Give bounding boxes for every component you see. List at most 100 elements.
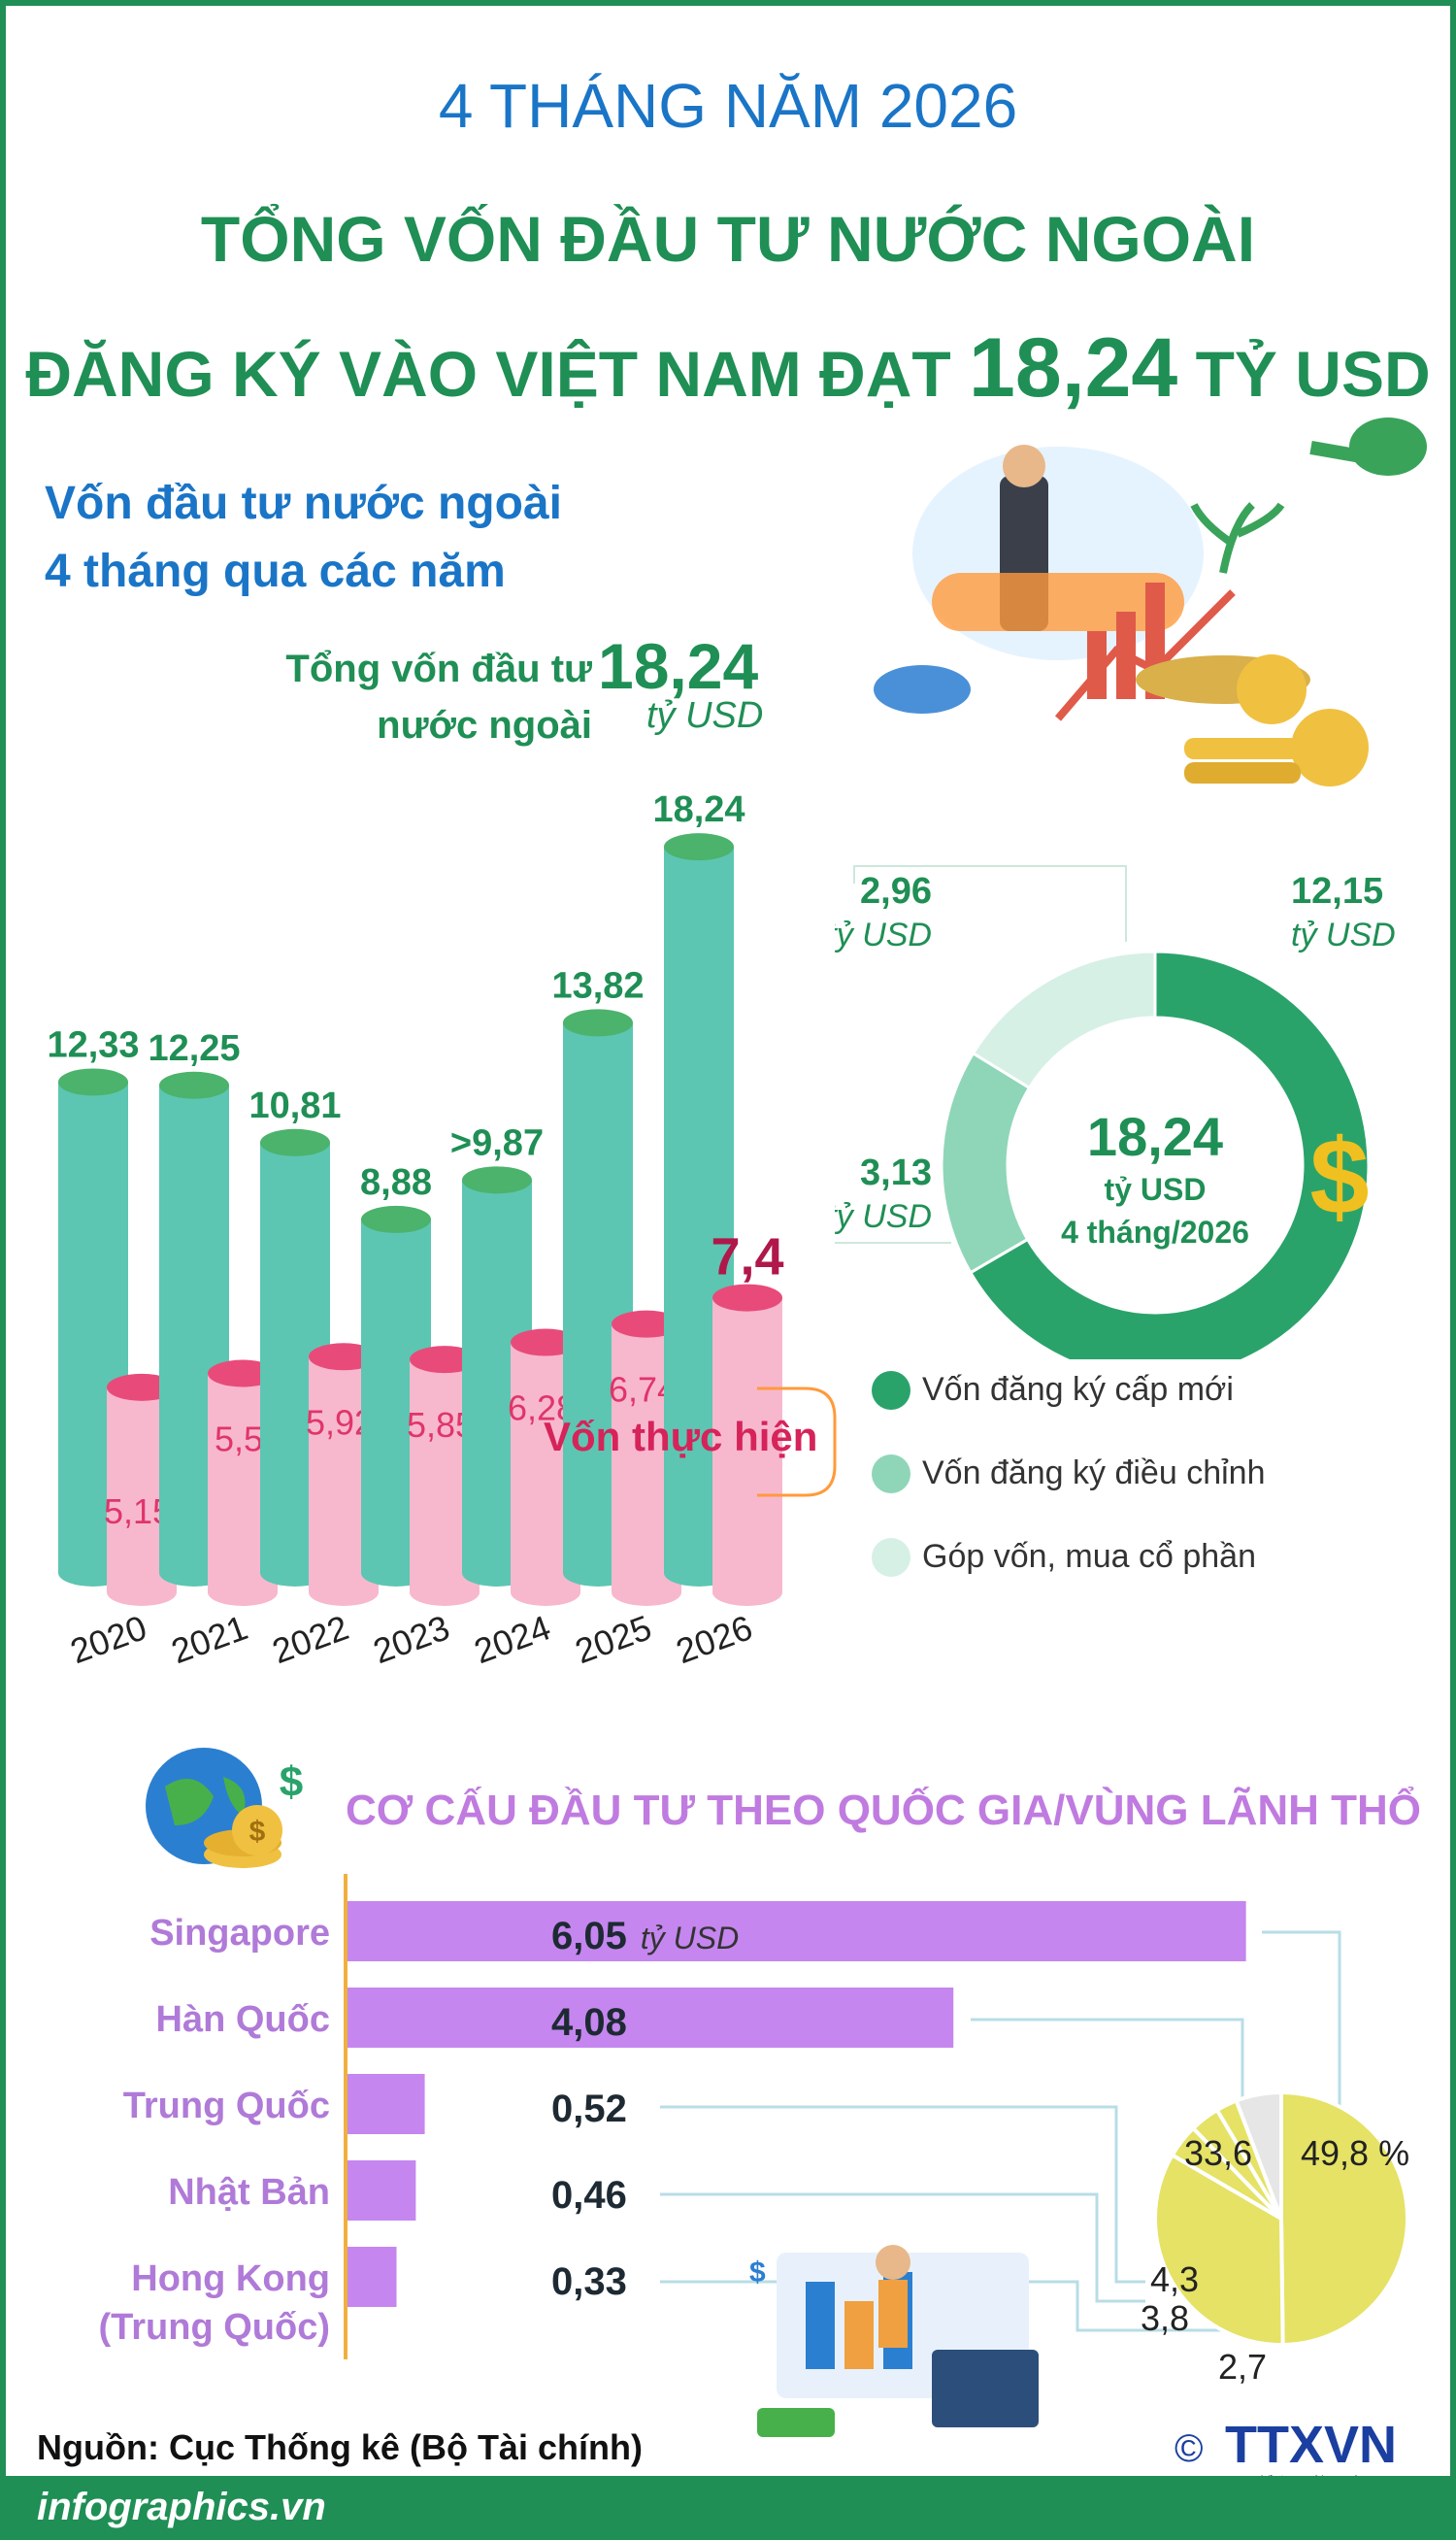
realized-value-2021: 5,5 [215, 1420, 263, 1459]
main-title-prefix: ĐĂNG KÝ VÀO VIỆT NAM ĐẠT [25, 338, 951, 410]
total-bar-cap [361, 1205, 431, 1233]
total-label: Tổng vốn đầu tư nước ngoài [252, 641, 592, 753]
share-pie-slice-0 [1279, 2089, 1409, 2348]
legend-item-adjusted: Vốn đăng ký điều chỉnh [872, 1454, 1265, 1493]
legend-item-new: Vốn đăng ký cấp mới [872, 1371, 1234, 1410]
logo-text: TTXVN [1225, 2416, 1398, 2474]
country-bar-3 [347, 2160, 416, 2221]
investment-illustration [874, 418, 1427, 786]
bar-value-singapore: 6,05 tỷ USD [551, 1915, 739, 1958]
donut-leader-0 [853, 865, 1127, 942]
period-title: 4 THÁNG NĂM 2026 [438, 71, 1018, 141]
donut-unit-0: tỷ USD [1291, 917, 1396, 953]
realized-bracket [757, 1387, 837, 1497]
realized-bar-base [410, 1579, 480, 1606]
section2-title: CƠ CẤU ĐẦU TƯ THEO QUỐC GIA/VÙNG LÃNH TH… [346, 1787, 1422, 1834]
legend-item-shares: Góp vốn, mua cổ phần [872, 1538, 1257, 1577]
yearly-fdi-chart: 12,335,15202012,255,5202110,815,9220228,… [47, 789, 783, 1670]
country-bar-1 [347, 1988, 954, 2048]
country-bar-4 [347, 2247, 397, 2307]
donut-unit-1: tỷ USD [835, 1198, 932, 1235]
country-label-japan: Nhật Bản [168, 2172, 330, 2213]
country-label-hongkong: Hong Kong (Trung Quốc) [98, 2258, 330, 2348]
donut-label-0: 12,15 [1291, 871, 1383, 912]
main-title-value: 18,24 [969, 321, 1178, 415]
year-label-2024: 2024 [469, 1607, 555, 1670]
connector-2 [660, 2105, 1145, 2284]
main-title-line2: ĐĂNG KÝ VÀO VIỆT NAM ĐẠT 18,24 TỶ USD [0, 320, 1456, 417]
realized-bar-base [612, 1579, 681, 1606]
realized-bar-body [712, 1297, 782, 1592]
section1-title: Vốn đầu tư nước ngoài 4 tháng qua các nă… [45, 470, 562, 606]
main-title-unit: TỶ USD [1195, 338, 1431, 410]
legend-dot-new [872, 1371, 910, 1410]
total-value-2022: 10,81 [248, 1086, 341, 1126]
country-bar-0 [347, 1901, 1246, 1961]
bar-value-unit: tỷ USD [640, 1921, 740, 1955]
donut-label-2: 2,96 [860, 871, 932, 912]
source-note: Nguồn: Cục Thống kê (Bộ Tài chính) [37, 2427, 643, 2467]
bar-value-china: 0,52 [551, 2088, 627, 2130]
realized-label: Vốn thực hiện [544, 1414, 818, 1459]
year-label-2022: 2022 [267, 1607, 353, 1670]
total-bar-cap [462, 1166, 532, 1194]
connector-3 [660, 2192, 1145, 2303]
svg-text:$: $ [280, 1758, 303, 1806]
bar-value-korea: 4,08 [551, 2001, 627, 2044]
total-value-2024: >9,87 [450, 1122, 544, 1163]
donut-center-period: 4 tháng/2026 [1061, 1215, 1249, 1250]
business-illustration: $ [749, 2245, 1039, 2437]
total-bar-cap [260, 1128, 330, 1156]
donut-center-value: 18,24 [1087, 1106, 1223, 1167]
year-label-2023: 2023 [368, 1607, 454, 1670]
donut-unit-2: tỷ USD [835, 917, 932, 953]
realized-bar-base [712, 1579, 782, 1606]
main-title-line1: TỔNG VỐN ĐẦU TƯ NƯỚC NGOÀI [200, 203, 1256, 275]
svg-text:$: $ [749, 2256, 766, 2289]
legend-dot-adjusted [872, 1454, 910, 1493]
total-label-line2: nước ngoài [377, 704, 592, 747]
total-value: 18,24 [598, 630, 759, 702]
realized-bar-base [208, 1579, 278, 1606]
share-pie-label-0: 49,8 % [1301, 2133, 1409, 2173]
bar-value-singapore-num: 6,05 [551, 1915, 627, 1957]
country-label-china: Trung Quốc [122, 2086, 330, 2126]
globe-coins-icon: $ $ [146, 1748, 303, 1868]
year-label-2021: 2021 [166, 1607, 252, 1670]
realized-bar-cap [712, 1284, 782, 1312]
share-pie-label-4: 2,7 [1218, 2347, 1267, 2387]
year-label-2020: 2020 [65, 1607, 151, 1670]
country-bar-chart: 49,8 % 33,6 4,33,8 2,7 [344, 1874, 1409, 2387]
share-pie-label-2: 4,3 [1150, 2259, 1199, 2299]
footer-bar: infographics.vn [0, 2476, 1456, 2540]
border-frame [0, 0, 1456, 2482]
share-pie-label-1: 33,6 [1184, 2133, 1252, 2173]
total-value-2023: 8,88 [360, 1162, 432, 1203]
section1-title-line1: Vốn đầu tư nước ngoài [45, 478, 562, 529]
total-bar-cap [159, 1071, 229, 1099]
year-label-2025: 2025 [570, 1607, 656, 1670]
total-bar-cap [664, 833, 734, 861]
dollar-icon: $ [1309, 1118, 1369, 1237]
total-unit: tỷ USD [646, 695, 764, 736]
realized-bar-base [107, 1579, 177, 1606]
donut-slice-1 [940, 1051, 1032, 1275]
realized-bar-2026 [712, 1284, 782, 1606]
country-label-korea: Hàn Quốc [155, 1999, 330, 2040]
site-name: infographics.vn [37, 2486, 326, 2528]
donut-slice-2 [971, 950, 1157, 1090]
svg-text:$: $ [249, 1816, 266, 1848]
total-bar-cap [563, 1009, 633, 1037]
legend-label-shares: Góp vốn, mua cổ phần [922, 1538, 1257, 1575]
section1-title-line2: 4 tháng qua các năm [45, 546, 506, 597]
total-value-2026: 18,24 [652, 789, 745, 830]
capital-structure-donut: 18,24 tỷ USD 4 tháng/2026 12,15 tỷ USD 3,13 tỷ… [835, 865, 1396, 1359]
realized-value-2026: 7,4 [711, 1228, 783, 1287]
donut-label-1: 3,13 [860, 1153, 932, 1193]
donut-leader-1 [835, 1242, 951, 1244]
total-value-2020: 12,33 [47, 1024, 139, 1065]
bar-value-japan: 0,46 [551, 2174, 627, 2217]
donut-center-unit: tỷ USD [1105, 1172, 1207, 1207]
realized-bar-base [309, 1579, 379, 1606]
total-label-line1: Tổng vốn đầu tư [285, 648, 592, 690]
